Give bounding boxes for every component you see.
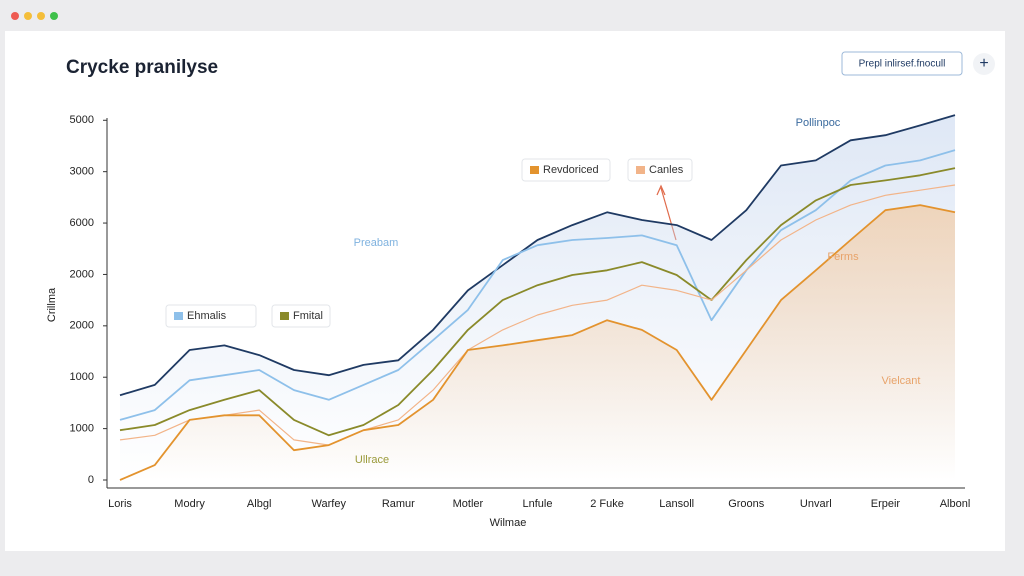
legend-label: Canles [649,164,684,176]
add-button-label: + [979,55,988,72]
legend-swatch [174,312,183,320]
series-line [119,184,956,446]
annotation: Ferms [827,251,859,263]
legend-box [627,158,693,182]
action-button[interactable] [841,51,963,76]
x-tick-label: Warfey [312,498,347,510]
annotation: Ullrace [355,454,389,466]
series-label: Pollinpoc [796,117,841,129]
series-line [119,204,956,481]
window-zoom[interactable] [50,12,58,20]
y-tick-label: 2000 [70,268,94,280]
y-axis-label: Crillma [46,287,58,322]
y-tick-label: 2000 [70,320,94,332]
y-tick-label: 5000 [70,114,94,126]
series-line [119,114,956,397]
action-button-label: Prepl inlirsef.fnocull [859,59,946,70]
title-bar [0,0,1024,30]
x-tick-label: Groons [728,498,765,510]
legend-swatch [530,166,539,174]
legend-label: Fmital [293,310,323,322]
x-tick-label: Modry [174,498,205,510]
x-tick-label: Lansoll [659,498,694,510]
x-tick-label: Motler [453,498,484,510]
x-tick-label: Ramur [382,498,415,510]
series-line [119,149,956,421]
x-tick-label: Erpeir [871,498,901,510]
legend-box [165,304,257,328]
y-tick-label: 1000 [70,423,94,435]
legend-swatch [636,166,645,174]
annotation: Preabam [354,237,399,249]
y-tick-label: 6000 [70,217,94,229]
legend-label: Ehmalis [187,310,227,322]
y-tick-label: 3000 [70,166,94,178]
area-fill [120,205,955,480]
x-tick-label: Loris [108,498,132,510]
y-tick-label: 1000 [70,371,94,383]
x-tick-label: Albonl [940,498,971,510]
x-axis-label: Wilmae [490,517,527,529]
pointer-arrow-head [656,184,666,196]
x-tick-label: Lnfule [523,498,553,510]
window-min[interactable] [24,12,32,20]
y-tick-label: 0 [88,474,94,486]
page-title: Crycke pranilyse [66,57,218,78]
legend-box [521,158,611,182]
x-tick-label: Albgl [247,498,271,510]
legend-box [271,304,331,328]
add-button[interactable] [973,53,995,75]
legend-label: Revdoriced [543,164,599,176]
legend-swatch [280,312,289,320]
annotation: Vielcant [882,375,921,387]
series-line [119,167,956,437]
window-close[interactable] [11,12,19,20]
x-tick-label: 2 Fuke [590,498,624,510]
window-max[interactable] [37,12,45,20]
x-tick-label: Unvarl [800,498,832,510]
